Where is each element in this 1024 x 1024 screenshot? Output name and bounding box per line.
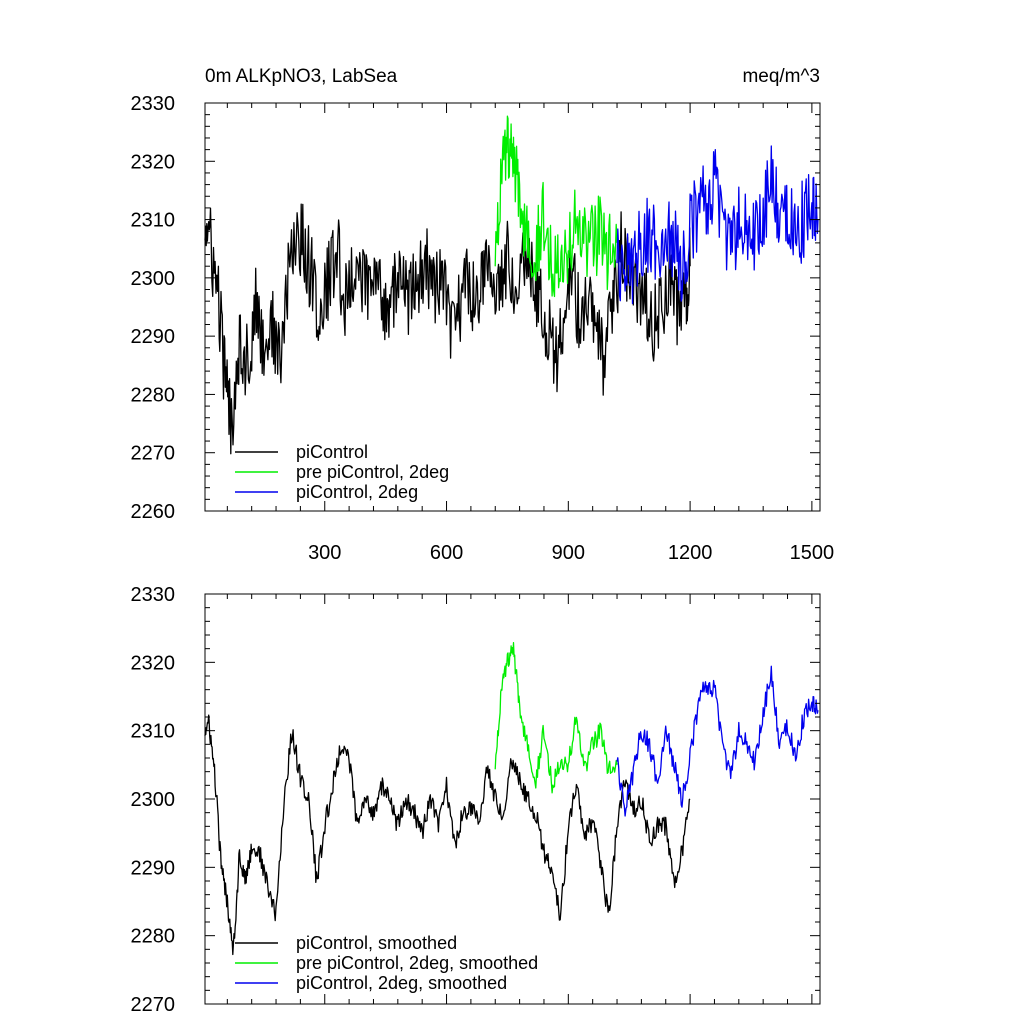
x-tick-label: 1500 [790, 542, 835, 564]
top-chart-title: 0m ALKpNO3, LabSea [205, 66, 398, 87]
legend-label: piControl, smoothed [296, 933, 457, 953]
legend-label: piControl [296, 442, 368, 462]
y-tick-label: 2330 [131, 93, 176, 115]
series-line-picontrol-smoothed [204, 714, 691, 956]
y-tick-label: 2290 [131, 857, 176, 879]
bottom-data-lines [204, 641, 819, 956]
x-tick-label: 300 [308, 542, 341, 564]
top-data-lines [204, 115, 819, 455]
series-line-pre-picontrol-2deg [494, 115, 618, 298]
legend-label: pre piControl, 2deg [296, 462, 449, 482]
top-chart-units: meq/m^3 [742, 66, 820, 87]
y-tick-label: 2300 [131, 268, 176, 290]
x-tick-label: 900 [552, 542, 585, 564]
y-tick-label: 2270 [131, 994, 176, 1016]
y-tick-label: 2290 [131, 326, 176, 348]
y-tick-label: 2330 [131, 584, 176, 606]
top-plot-frame [204, 102, 821, 512]
y-tick-label: 2280 [131, 926, 176, 948]
y-tick-label: 2300 [131, 789, 176, 811]
x-tick-label: 1200 [668, 542, 713, 564]
series-line-picontrol [204, 203, 691, 455]
y-tick-label: 2320 [131, 151, 176, 173]
series-line-picontrol-2deg [616, 145, 819, 305]
top-panel: 0m ALKpNO3, LabSea meq/m^3 2260227022802… [131, 66, 835, 564]
series-line-picontrol-2deg-smoothed [616, 665, 819, 817]
series-line-pre-picontrol-2deg-smoothed [494, 641, 618, 794]
legend-label: pre piControl, 2deg, smoothed [296, 953, 538, 973]
y-tick-label: 2310 [131, 210, 176, 232]
x-tick-label: 600 [430, 542, 463, 564]
bottom-axis-ticks: 2270 2280 2290 2300 2310 2320 2330 [131, 584, 820, 1016]
legend-label: piControl, 2deg, smoothed [296, 973, 507, 993]
y-tick-label: 2260 [131, 501, 176, 523]
y-tick-label: 2270 [131, 443, 176, 465]
bottom-panel: 2270 2280 2290 2300 2310 2320 2330 piControl, … [131, 584, 821, 1016]
y-tick-label: 2280 [131, 384, 176, 406]
y-tick-label: 2320 [131, 652, 176, 674]
top-axis-ticks: 2260 2270 2280 2290 2300 2310 2320 2330 300 600 90… [131, 93, 835, 564]
legend-label: piControl, 2deg [296, 482, 418, 502]
y-tick-label: 2310 [131, 721, 176, 743]
